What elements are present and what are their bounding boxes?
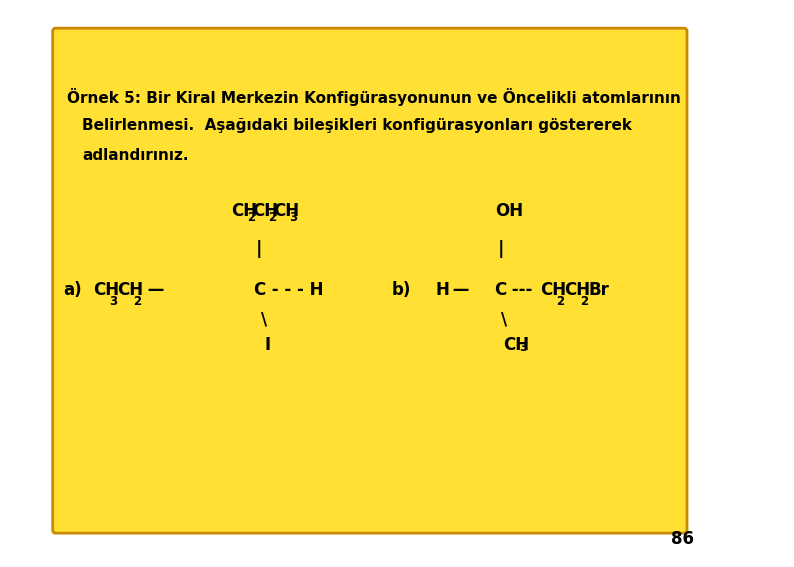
Text: 2: 2: [247, 211, 255, 224]
Text: b): b): [391, 281, 410, 299]
Text: Örnek 5: Bir Kiral Merkezin Konfigürasyonunun ve Öncelikli atomlarının: Örnek 5: Bir Kiral Merkezin Konfigürasyo…: [67, 88, 681, 106]
Text: \: \: [261, 310, 267, 328]
Text: 2: 2: [133, 295, 141, 308]
Text: —: —: [141, 281, 170, 299]
Text: H: H: [436, 281, 450, 299]
Text: I: I: [264, 336, 271, 354]
FancyBboxPatch shape: [52, 28, 687, 533]
Text: ---: ---: [506, 281, 538, 299]
Text: 3: 3: [109, 295, 118, 308]
Text: a): a): [64, 281, 82, 299]
Text: - - - H: - - - H: [267, 281, 324, 299]
Text: CH: CH: [503, 336, 529, 354]
Text: CH: CH: [252, 202, 278, 220]
Text: |: |: [498, 240, 504, 258]
Text: 86: 86: [671, 530, 694, 548]
Text: CH: CH: [93, 281, 119, 299]
Text: C: C: [253, 281, 266, 299]
Text: C: C: [494, 281, 506, 299]
Text: |: |: [255, 240, 262, 258]
Text: CH: CH: [565, 281, 591, 299]
Text: 2: 2: [580, 295, 588, 308]
Text: CH: CH: [231, 202, 257, 220]
Text: Br: Br: [589, 281, 610, 299]
Text: 2: 2: [268, 211, 276, 224]
Text: 3: 3: [289, 211, 297, 224]
Text: \: \: [501, 310, 507, 328]
Text: 3: 3: [519, 341, 527, 354]
Text: adlandırınız.: adlandırınız.: [82, 148, 188, 163]
Text: CH: CH: [540, 281, 566, 299]
Text: CH: CH: [273, 202, 299, 220]
Text: Belirlenmesi.  Aşağıdaki bileşikleri konfigürasyonları göstererek: Belirlenmesi. Aşağıdaki bileşikleri konf…: [82, 118, 632, 133]
Text: 2: 2: [556, 295, 565, 308]
Text: CH: CH: [118, 281, 144, 299]
Text: —: —: [447, 281, 476, 299]
Text: OH: OH: [495, 202, 524, 220]
